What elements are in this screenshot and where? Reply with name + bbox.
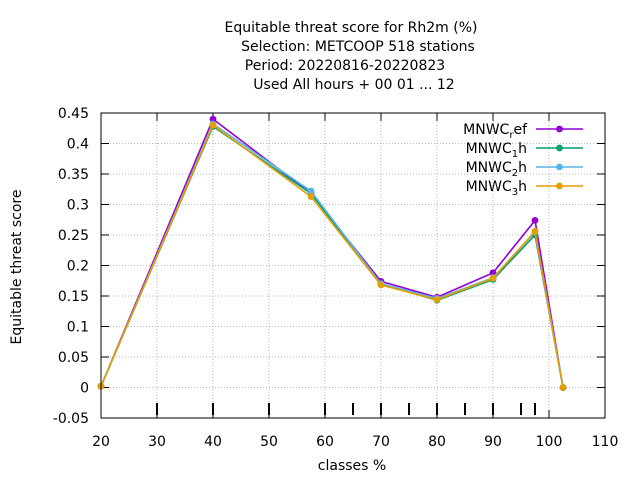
y-tick-label: 0.4 xyxy=(67,137,89,153)
data-point xyxy=(489,274,497,282)
legend-swatch-point xyxy=(556,144,563,152)
data-point xyxy=(559,384,567,391)
series-group xyxy=(97,115,567,391)
legend-entry-MNWC_3h: MNWC3h xyxy=(466,179,583,198)
series-line-MNWC_ref xyxy=(100,117,564,388)
legend-label: MNWCref xyxy=(463,122,528,141)
tick-labels: -0.05 0 0.05 0.1 0.15 0.2 0.25 0.3 0.35 0.4 0.45 20… xyxy=(53,106,619,450)
data-point xyxy=(377,281,385,289)
data-point xyxy=(433,296,441,304)
data-point xyxy=(209,115,217,123)
series-MNWC_3h xyxy=(97,121,567,391)
data-point xyxy=(307,193,315,200)
legend-entry-MNWC_2h: MNWC2h xyxy=(466,160,583,179)
y-tick-label: -0.05 xyxy=(53,411,89,427)
legend-label: MNWC3h xyxy=(466,179,527,198)
x-tick-label: 50 xyxy=(260,434,278,450)
data-point xyxy=(489,269,497,277)
x-tick-label: 110 xyxy=(592,434,619,450)
data-point xyxy=(531,227,539,235)
threshold-marks xyxy=(156,403,536,415)
x-tick-label: 30 xyxy=(148,434,166,450)
legend-entry-MNWC_ref: MNWCref xyxy=(463,122,583,141)
x-tick-label: 70 xyxy=(372,434,390,450)
title-line-2: Selection: METCOOP 518 stations xyxy=(241,39,475,55)
x-tick-label: 100 xyxy=(536,434,563,450)
data-point xyxy=(209,121,217,129)
grid-lines xyxy=(101,113,605,418)
title-line-4: Used All hours + 00 01 ... 12 xyxy=(253,77,454,93)
y-tick-label: 0.2 xyxy=(67,259,89,275)
y-tick-label: 0.25 xyxy=(58,228,89,244)
legend-label: MNWC2h xyxy=(466,160,527,179)
title-line-1: Equitable threat score for Rh2m (%) xyxy=(225,20,478,36)
data-point xyxy=(307,187,315,195)
title-line-3: Period: 20220816-20220823 xyxy=(245,58,445,74)
x-tick-label: 60 xyxy=(316,434,334,450)
y-tick-label: 0 xyxy=(80,381,89,397)
series-line-MNWC_3h xyxy=(100,123,564,388)
y-tick-label: 0.35 xyxy=(58,167,89,183)
x-tick-label: 80 xyxy=(428,434,446,450)
plot-frame xyxy=(100,112,606,419)
legend-swatch-point xyxy=(556,182,563,190)
y-tick-label: 0.1 xyxy=(67,320,89,336)
legend-label: MNWC1h xyxy=(466,141,527,160)
x-axis-label: classes % xyxy=(318,458,386,474)
legend-swatch-point xyxy=(556,163,563,171)
y-tick-label: 0.05 xyxy=(58,350,89,366)
y-axis-label: Equitable threat score xyxy=(9,190,25,345)
data-point xyxy=(531,216,539,224)
legend-entry-MNWC_1h: MNWC1h xyxy=(466,141,583,160)
x-tick-label: 90 xyxy=(484,434,502,450)
x-tick-label: 20 xyxy=(92,434,110,450)
legend-swatch-point xyxy=(556,125,563,133)
y-tick-label: 0.45 xyxy=(58,106,89,122)
x-tick-label: 40 xyxy=(204,434,222,450)
y-tick-label: 0.3 xyxy=(67,198,89,214)
chart-title: Equitable threat score for Rh2m (%) Sele… xyxy=(225,20,478,93)
y-tick-label: 0.15 xyxy=(58,289,89,305)
